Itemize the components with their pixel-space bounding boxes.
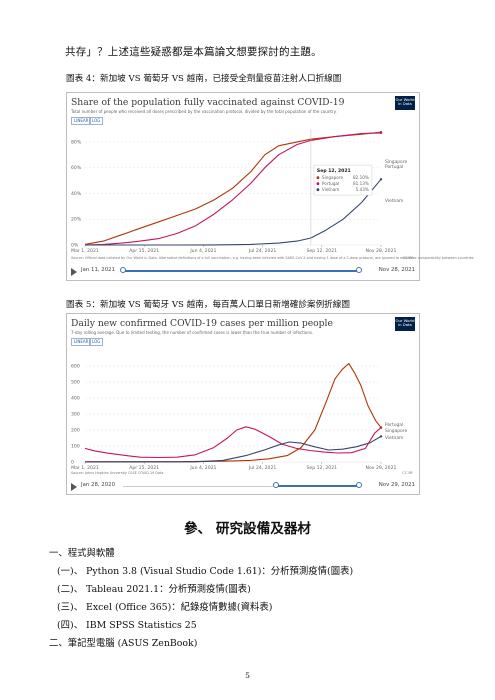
figure5-timeline[interactable]: Jan 28, 2020 Nov 29, 2021 — [71, 481, 415, 493]
timeline-end: Nov 28, 2021 — [378, 267, 415, 273]
series-end-label: Singapore — [385, 428, 407, 434]
figure4-subtitle: Total number of people who received all … — [71, 109, 337, 114]
tooltip-swatch — [316, 176, 320, 180]
y-tick-label: 300 — [71, 412, 80, 418]
x-tick-label: Jun 4, 2021 — [189, 465, 216, 471]
y-tick-label: 400 — [71, 396, 80, 402]
figure4-chart: Share of the population fully vaccinated… — [66, 92, 475, 281]
x-tick-label: Mar 1, 2021 — [71, 248, 99, 254]
timeline-range — [276, 485, 359, 487]
list-item: (三)、 Excel (Office 365)：紀錄疫情數據(資料表) — [57, 602, 273, 613]
figure4-plot: 0% 20% 40% 60% 80% Mar 1, 2021 Apr 15, 2021 Jun… — [71, 129, 407, 254]
series-end-point — [379, 178, 383, 181]
list-item: (二)、 Tableau 2021.1：分析預測疫情(圖表) — [57, 584, 251, 595]
tooltip-swatch — [316, 188, 320, 192]
series-line-vietnam — [84, 435, 382, 463]
tooltip-country: Portugal — [322, 181, 339, 186]
figure5-subtitle: 7-day rolling average. Due to limited te… — [71, 330, 314, 335]
figure4-source: Source: Official data collated by Our Wo… — [71, 256, 475, 260]
x-tick-label: Nov 29, 2021 — [366, 465, 397, 471]
timeline-start: Jan 28, 2020 — [81, 482, 116, 488]
series-end-label: Vietnam — [385, 435, 403, 441]
figure4-title: Share of the population fully vaccinated… — [71, 97, 345, 108]
series-end-label: Singapore — [385, 159, 407, 165]
y-tick-label: 0% — [71, 243, 79, 249]
timeline-track — [123, 486, 359, 487]
series-end-point — [379, 426, 383, 429]
tooltip-value: 81.13% — [353, 181, 369, 186]
figure4-license: CC BY — [402, 256, 413, 260]
figure5-plot: 0 100 200 300 400 500 600 Mar 1, 2021 Apr 15, 20… — [71, 363, 407, 471]
figure5-caption: 圖表 5：新加坡 VS 葡萄牙 VS 越南，每百萬人口單日新增確診案例折線圖 — [66, 300, 350, 310]
figure5-source: Source: Johns Hopkins University CSSE CO… — [71, 471, 164, 475]
timeline-range — [123, 270, 359, 272]
y-tick-label: 60% — [71, 165, 82, 171]
tooltip-swatch — [316, 182, 320, 186]
series-end-label: Portugal — [385, 164, 403, 170]
figure5-chart: Daily new confirmed COVID-19 cases per m… — [66, 313, 420, 495]
tooltip-value: 82.10% — [353, 175, 369, 180]
x-tick-label: Jul 24, 2021 — [248, 248, 277, 254]
linear-toggle[interactable]: LINEAR — [71, 338, 92, 346]
log-toggle[interactable]: LOG — [89, 338, 104, 346]
tooltip-country: Vietnam — [322, 187, 339, 192]
play-icon[interactable] — [71, 268, 77, 276]
intro-line: 共存」？上述這些疑惑都是本篇論文想要探討的主題。 — [65, 46, 322, 58]
series-line-singapore — [85, 363, 382, 463]
y-tick-label: 80% — [71, 139, 82, 145]
y-tick-label: 0 — [71, 460, 74, 466]
x-tick-label: Nov 28, 2021 — [366, 248, 397, 254]
tooltip-country: Singapore — [322, 175, 344, 180]
log-toggle[interactable]: LOG — [89, 117, 104, 125]
tooltip-box — [313, 164, 373, 196]
x-tick-label: Apr 15, 2021 — [129, 465, 159, 471]
timeline-end-handle[interactable] — [356, 482, 362, 488]
series-line-portugal — [84, 426, 382, 459]
timeline-end-handle[interactable] — [356, 267, 362, 273]
y-tick-label: 20% — [71, 217, 82, 223]
series-end-point — [379, 131, 383, 135]
figure4-caption: 圖表 4：新加坡 VS 葡萄牙 VS 越南，已接受全劑量疫苗注射人口折線圖 — [66, 74, 342, 84]
linear-toggle[interactable]: LINEAR — [71, 117, 92, 125]
x-tick-label: Jun 4, 2021 — [189, 248, 216, 254]
list-item: (四)、 IBM SPSS Statistics 25 — [57, 620, 197, 631]
x-tick-label: Sep 12, 2021 — [307, 248, 338, 254]
figure5-title: Daily new confirmed COVID-19 cases per m… — [71, 318, 333, 329]
series-line-portugal — [84, 132, 382, 246]
x-tick-label: Sep 12, 2021 — [307, 465, 338, 471]
timeline-start-handle[interactable] — [273, 482, 279, 488]
timeline-end: Nov 29, 2021 — [378, 482, 415, 488]
list-item: 二、筆記型電腦 (ASUS ZenBook) — [49, 638, 198, 649]
list-item: 一、程式與軟體 — [49, 548, 115, 559]
figure5-license: CC BY — [402, 471, 413, 475]
series-end-label: Portugal — [385, 422, 403, 428]
timeline-start-handle[interactable] — [120, 267, 126, 273]
y-tick-label: 200 — [71, 428, 80, 434]
section-heading: 參、 研究設備及器材 — [183, 521, 312, 537]
list-item: (一)、 Python 3.8 (Visual Studio Code 1.61… — [57, 566, 354, 577]
play-icon[interactable] — [71, 483, 77, 491]
timeline-start: Jan 11, 2021 — [81, 267, 116, 273]
x-tick-label: Mar 1, 2021 — [71, 465, 99, 471]
y-tick-label: 40% — [71, 191, 82, 197]
x-tick-label: Jul 24, 2021 — [248, 465, 277, 471]
y-tick-label: 600 — [71, 364, 80, 370]
tooltip-date: Sep 12, 2021 — [317, 168, 351, 174]
y-tick-label: 100 — [71, 444, 80, 450]
y-tick-label: 500 — [71, 380, 80, 386]
series-line-vietnam — [85, 178, 382, 246]
page-number: 5 — [245, 671, 250, 680]
owid-logo: Our World in Data — [395, 96, 415, 110]
tooltip-value: 5.43% — [356, 187, 369, 192]
owid-logo: Our World in Data — [395, 317, 415, 331]
series-end-label: Vietnam — [385, 198, 403, 204]
series-end-point — [379, 435, 383, 438]
series-line-singapore — [84, 131, 382, 245]
figure4-timeline[interactable]: Jan 11, 2021 Nov 28, 2021 — [71, 266, 415, 278]
x-tick-label: Apr 15, 2021 — [129, 248, 159, 254]
